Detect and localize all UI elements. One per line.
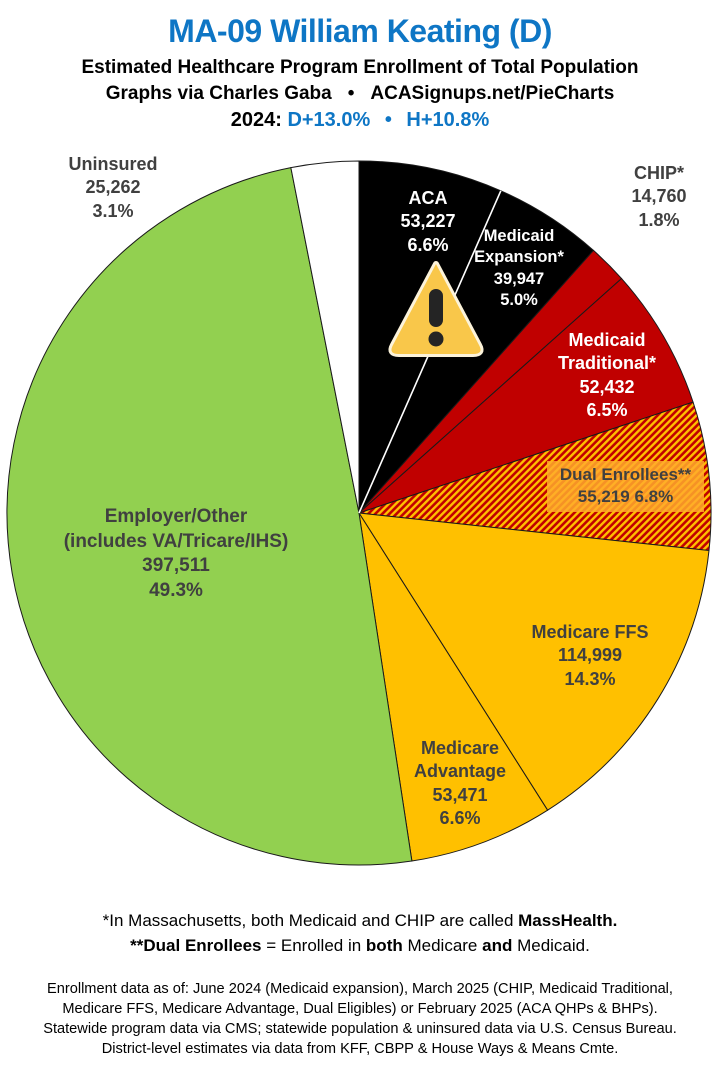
footnote-dual-enrollees: **Dual Enrollees = Enrolled in both Medi… (130, 936, 590, 955)
slice-label-medicare-advantage: Medicare Advantage 53,471 6.6% (413, 738, 507, 829)
pie-slice-dual-enrollees (358, 401, 712, 552)
partisan-h-lean: H+10.8% (406, 109, 490, 131)
partisan-lean-line: 2024: D+13.0% • H+10.8% (0, 109, 720, 132)
subtitle: Estimated Healthcare Program Enrollment … (81, 57, 639, 78)
source-line: Medicare FFS, Medicare Advantage, Dual E… (62, 1001, 658, 1017)
warning-icon (388, 261, 484, 357)
pie-slice-medicare-advantage (358, 512, 549, 862)
partisan-d-lean: D+13.0% (287, 109, 371, 131)
partisan-year: 2024: (230, 109, 282, 131)
slice-label-medicare-ffs: Medicare FFS 114,999 14.3% (531, 622, 649, 689)
footnote-masshealth: *In Massachusetts, both Medicaid and CHI… (102, 911, 618, 930)
slice-label-medicaid-traditional: Medicaid Traditional* 52,432 6.5% (557, 330, 656, 421)
slice-label-uninsured: Uninsured 25,262 3.1% (68, 154, 158, 221)
source-line: Enrollment data as of: June 2024 (Medica… (47, 981, 673, 997)
source-line: Statewide program data via CMS; statewid… (43, 1021, 677, 1037)
source-line: District-level estimates via data from K… (101, 1041, 619, 1057)
slice-label-aca: ACA 53,227 6.6% (400, 188, 456, 255)
slice-label-dual-enrollees: Dual Enrollees** 55,219 6.8% (547, 461, 704, 513)
header: MA-09 William Keating (D) Estimated Heal… (0, 0, 720, 132)
footer: *In Massachusetts, both Medicaid and CHI… (0, 908, 720, 1059)
pie-slice-medicare-ffs (358, 512, 710, 811)
credit-author: Graphs via Charles Gaba (105, 83, 332, 104)
source-note: Enrollment data as of: June 2024 (Medica… (0, 979, 720, 1059)
slice-label-employer-other: Employer/Other (includes VA/Tricare/IHS)… (63, 506, 289, 602)
slice-label-chip: CHIP* 14,760 1.8% (631, 163, 687, 230)
pie-slice-medicaid-traditional (358, 277, 694, 514)
bullet-separator: • (347, 83, 355, 104)
bullet-separator: • (384, 109, 392, 131)
page-title: MA-09 William Keating (D) (168, 13, 552, 49)
pie-slice-employer-other (6, 167, 413, 866)
slice-label-medicaid-expansion: Medicaid Expansion* 39,947 5.0% (474, 227, 564, 310)
pie-slice-uninsured (290, 160, 360, 514)
credit-line: Graphs via Charles Gaba • ACASignups.net/P… (0, 83, 720, 105)
credit-site: ACASignups.net/PieCharts (370, 83, 615, 104)
